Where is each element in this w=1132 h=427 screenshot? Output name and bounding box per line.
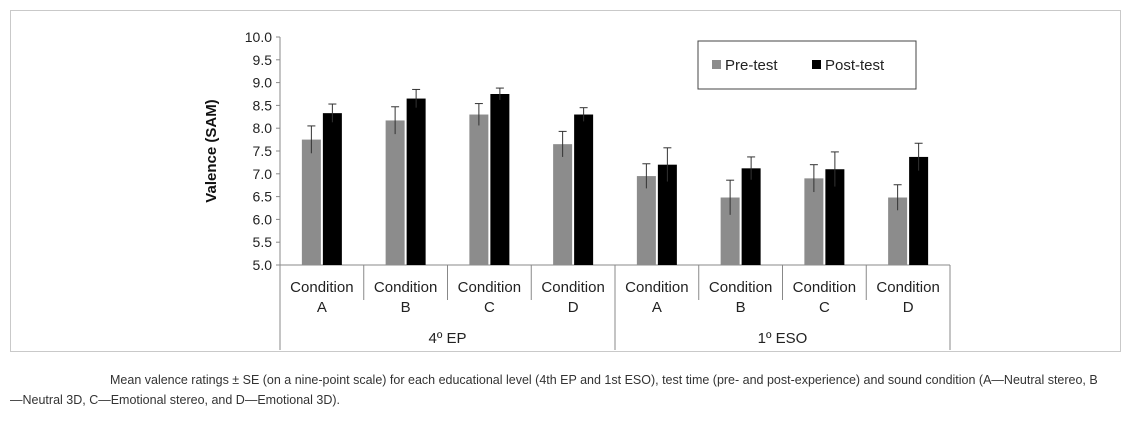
category-label-line2: C (819, 299, 830, 316)
legend-label: Post-test (825, 57, 885, 74)
figure-frame (10, 10, 1121, 352)
bar-post-test (574, 114, 594, 266)
bar-pre-test (804, 178, 824, 265)
group-label: 4º EP (429, 330, 467, 347)
category-label-line2: B (736, 299, 746, 316)
bar-post-test (741, 168, 761, 265)
bar-pre-test (888, 197, 908, 265)
category-label-line1: Condition (876, 279, 939, 296)
category-label-line2: D (903, 299, 914, 316)
legend-label: Pre-test (725, 57, 778, 74)
y-tick-label: 6.5 (253, 189, 273, 205)
legend-swatch (812, 60, 821, 69)
category-label-line2: A (652, 299, 662, 316)
category-label-line2: D (568, 299, 579, 316)
y-tick-label: 5.0 (253, 257, 273, 273)
y-tick-label: 7.0 (253, 166, 273, 182)
y-tick-label: 7.5 (253, 143, 273, 159)
category-label-line1: Condition (374, 279, 437, 296)
bar-post-test (909, 156, 929, 265)
y-axis-title: Valence (SAM) (203, 99, 220, 202)
y-tick-label: 5.5 (253, 234, 273, 250)
category-label-line1: Condition (709, 279, 772, 296)
category-label-line2: B (401, 299, 411, 316)
bar-post-test (825, 169, 845, 265)
figure-caption: Mean valence ratings ± SE (on a nine-poi… (10, 370, 1110, 410)
bar-pre-test (301, 139, 321, 265)
bar-post-test (322, 113, 342, 265)
category-label-line1: Condition (290, 279, 353, 296)
bar-pre-test (720, 197, 740, 265)
bar-pre-test (469, 114, 489, 266)
category-label-line1: Condition (625, 279, 688, 296)
bar-pre-test (385, 120, 405, 265)
category-label-line1: Condition (793, 279, 856, 296)
caption-text: Mean valence ratings ± SE (on a nine-poi… (10, 373, 1098, 407)
legend-swatch (712, 60, 721, 69)
y-tick-label: 8.0 (253, 120, 273, 136)
category-label-line2: C (484, 299, 495, 316)
bar-pre-test (553, 144, 573, 265)
category-label-line1: Condition (458, 279, 521, 296)
bar-post-test (657, 164, 677, 265)
category-label-line1: Condition (541, 279, 604, 296)
category-label-line2: A (317, 299, 327, 316)
group-label: 1º ESO (758, 330, 808, 347)
legend-box (697, 40, 917, 90)
y-tick-label: 10.0 (245, 29, 272, 45)
y-tick-label: 6.0 (253, 211, 273, 227)
y-tick-label: 9.0 (253, 75, 273, 91)
bar-post-test (490, 94, 510, 265)
bar-chart: 5.0 5.5 6.0 6.5 7.0 7.5 8.0 8.5 9.0 9.5 10.0 Valenc… (203, 29, 951, 350)
y-tick-label: 8.5 (253, 97, 273, 113)
y-tick-label: 9.5 (253, 52, 273, 68)
bar-post-test (406, 98, 426, 265)
bar-pre-test (636, 176, 656, 265)
